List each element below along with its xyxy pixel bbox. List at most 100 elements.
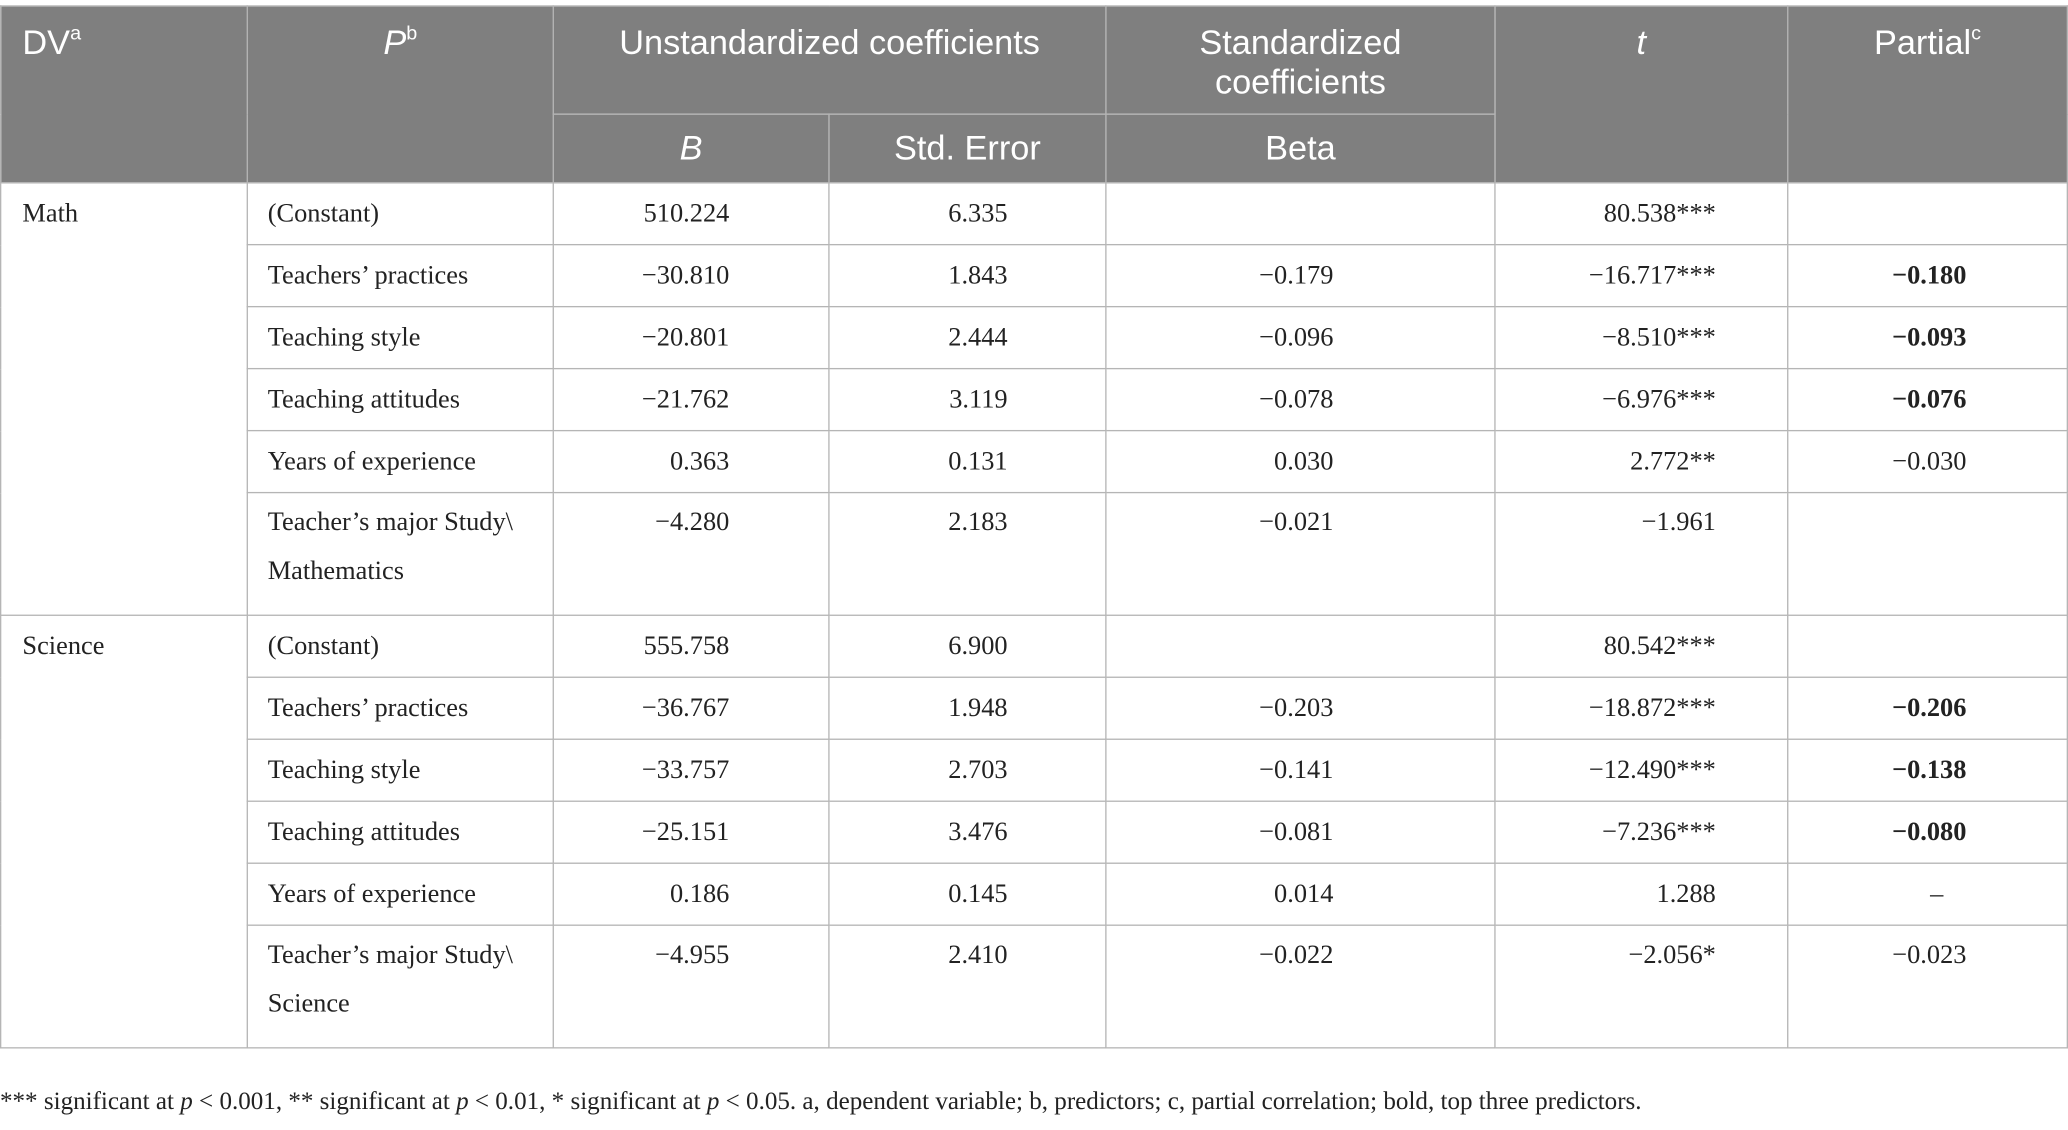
t-cell: −8.510*** [1494, 305, 1789, 370]
table-row: Teaching attitudes −25.151 3.476 −0.081 −7.2… [1, 800, 2068, 864]
t-cell: −7.236*** [1494, 800, 1789, 864]
std-error-cell: 2.183 [828, 491, 1107, 616]
header-unstandardized: Unstandardized coefficients [552, 5, 1107, 115]
header-standardized: Standardized coefficients [1105, 5, 1496, 115]
table-row: Teaching style −33.757 2.703 −0.141 −12.490*… [1, 738, 2068, 802]
predictor-cell: Teaching style [246, 738, 554, 802]
beta-cell [1105, 182, 1496, 246]
header-dv: DVa [0, 5, 248, 184]
header-t: t [1494, 5, 1789, 184]
b-cell: −21.762 [552, 367, 830, 432]
partial-cell: −0.180 [1787, 243, 2068, 308]
b-cell: −25.151 [552, 800, 830, 864]
predictor-cell: Teachers’ practices [246, 243, 554, 308]
std-error-cell: 3.119 [828, 367, 1107, 432]
table-row: Years of experience 0.363 0.131 0.030 2.772*… [1, 429, 2068, 494]
std-error-cell: 1.843 [828, 243, 1107, 308]
std-error-cell: 2.410 [828, 924, 1107, 1049]
beta-cell: 0.030 [1105, 429, 1496, 494]
partial-cell [1787, 491, 2068, 616]
predictor-cell: (Constant) [246, 614, 554, 678]
beta-cell: −0.022 [1105, 924, 1496, 1049]
t-cell: 2.772** [1494, 429, 1789, 494]
predictor-cell: Teaching attitudes [246, 800, 554, 864]
partial-cell: −0.093 [1787, 305, 2068, 370]
table-row: Teacher’s major Study\ Science −4.955 2.410… [1, 924, 2068, 1049]
partial-cell [1787, 182, 2068, 246]
beta-cell: −0.021 [1105, 491, 1496, 616]
predictor-cell: Teaching attitudes [246, 367, 554, 432]
predictor-line: Science [267, 989, 350, 1019]
table-row: Teachers’ practices −36.767 1.948 −0.203 −18… [1, 676, 2068, 740]
header-std-error: Std. Error [828, 113, 1107, 184]
t-cell: −16.717*** [1494, 243, 1789, 308]
table-row: Teacher’s major Study\ Mathematics −4.280 2… [1, 491, 2068, 616]
predictor-cell: Teacher’s major Study\ Mathematics [246, 491, 554, 616]
b-cell: −30.810 [552, 243, 830, 308]
t-cell: −18.872*** [1494, 676, 1789, 740]
beta-cell: −0.081 [1105, 800, 1496, 864]
dv-cell: Science [0, 614, 248, 1049]
std-error-cell: 2.703 [828, 738, 1107, 802]
beta-cell: 0.014 [1105, 862, 1496, 926]
header-partial: Partialc [1787, 5, 2068, 184]
t-cell: −2.056* [1494, 924, 1789, 1049]
t-cell: −12.490*** [1494, 738, 1789, 802]
header-predictor: Pb [246, 5, 554, 184]
b-cell: 0.186 [552, 862, 830, 926]
table-row: Teachers’ practices −30.810 1.843 −0.179 −16… [1, 243, 2068, 308]
b-cell: 0.363 [552, 429, 830, 494]
partial-cell: −0.206 [1787, 676, 2068, 740]
partial-cell: −0.080 [1787, 800, 2068, 864]
regression-table: DVa Pb Unstandardized coefficients Stand… [0, 5, 2068, 1049]
t-cell: −6.976*** [1494, 367, 1789, 432]
b-cell: −4.280 [552, 491, 830, 616]
predictor-cell: Years of experience [246, 862, 554, 926]
t-cell: 80.542*** [1494, 614, 1789, 678]
std-error-cell: 3.476 [828, 800, 1107, 864]
predictor-cell: Years of experience [246, 429, 554, 494]
beta-cell: −0.203 [1105, 676, 1496, 740]
partial-cell [1787, 614, 2068, 678]
t-cell: −1.961 [1494, 491, 1789, 616]
b-cell: −20.801 [552, 305, 830, 370]
partial-cell: – [1787, 862, 2068, 926]
std-error-cell: 6.900 [828, 614, 1107, 678]
beta-cell: −0.096 [1105, 305, 1496, 370]
b-cell: −4.955 [552, 924, 830, 1049]
predictor-cell: Teacher’s major Study\ Science [246, 924, 554, 1049]
predictor-cell: Teaching style [246, 305, 554, 370]
predictor-cell: (Constant) [246, 182, 554, 246]
beta-cell: −0.078 [1105, 367, 1496, 432]
std-error-cell: 0.145 [828, 862, 1107, 926]
std-error-cell: 0.131 [828, 429, 1107, 494]
partial-cell: −0.076 [1787, 367, 2068, 432]
table-row: Teaching style −20.801 2.444 −0.096 −8.510**… [1, 305, 2068, 370]
predictor-line: Mathematics [267, 556, 404, 586]
beta-cell: −0.141 [1105, 738, 1496, 802]
beta-cell [1105, 614, 1496, 678]
b-cell: −36.767 [552, 676, 830, 740]
t-cell: 1.288 [1494, 862, 1789, 926]
table-row: Years of experience 0.186 0.145 0.014 1.288– [1, 862, 2068, 926]
table-header: DVa Pb Unstandardized coefficients Stand… [0, 5, 2068, 184]
std-error-cell: 6.335 [828, 182, 1107, 246]
t-cell: 80.538*** [1494, 182, 1789, 246]
partial-cell: −0.023 [1787, 924, 2068, 1049]
std-error-cell: 1.948 [828, 676, 1107, 740]
partial-cell: −0.138 [1787, 738, 2068, 802]
table-footnote: *** significant at p < 0.001, ** signifi… [0, 1088, 1642, 1116]
b-cell: 555.758 [552, 614, 830, 678]
table-row: Math (Constant) 510.224 6.335 80.538*** [0, 182, 2068, 616]
partial-cell: −0.030 [1787, 429, 2068, 494]
header-b: B [552, 113, 830, 184]
dv-cell: Math [0, 182, 248, 616]
b-cell: −33.757 [552, 738, 830, 802]
predictor-line: Teacher’s major Study\ [267, 940, 514, 970]
predictor-cell: Teachers’ practices [246, 676, 554, 740]
table-row: Science (Constant) 555.758 6.900 80.542*** [0, 614, 2068, 1049]
header-beta: Beta [1105, 113, 1496, 184]
predictor-line: Teacher’s major Study\ [267, 507, 514, 537]
beta-cell: −0.179 [1105, 243, 1496, 308]
